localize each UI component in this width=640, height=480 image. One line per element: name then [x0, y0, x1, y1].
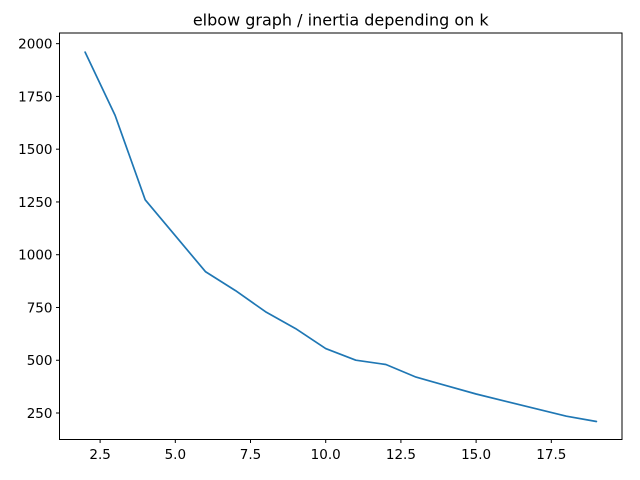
x-tick-label: 2.5	[89, 447, 110, 463]
x-tick-label: 15.0	[461, 447, 491, 463]
y-tick-label: 1500	[18, 142, 52, 158]
y-tick-label: 250	[27, 406, 53, 422]
y-tick-label: 1750	[18, 89, 52, 105]
x-tick-label: 5.0	[165, 447, 186, 463]
x-axis: 2.5 5.0 7.5 10.0 12.5 15.0 17.5	[89, 439, 566, 463]
y-axis: 250 500 750 1000 1250 1500 1750 2000	[18, 37, 60, 422]
plot-border	[59, 32, 623, 440]
x-tick-label: 12.5	[386, 447, 416, 463]
y-tick-label: 750	[27, 300, 53, 316]
x-tick-label: 10.0	[311, 447, 341, 463]
chart-title: elbow graph / inertia depending on k	[193, 11, 490, 30]
y-tick-label: 2000	[18, 37, 52, 53]
y-tick-label: 1250	[18, 195, 52, 211]
x-tick-label: 7.5	[240, 447, 261, 463]
x-tick-label: 17.5	[536, 447, 566, 463]
inertia-line	[84, 51, 598, 423]
y-tick-label: 1000	[18, 248, 52, 264]
y-tick-label: 500	[27, 353, 53, 369]
